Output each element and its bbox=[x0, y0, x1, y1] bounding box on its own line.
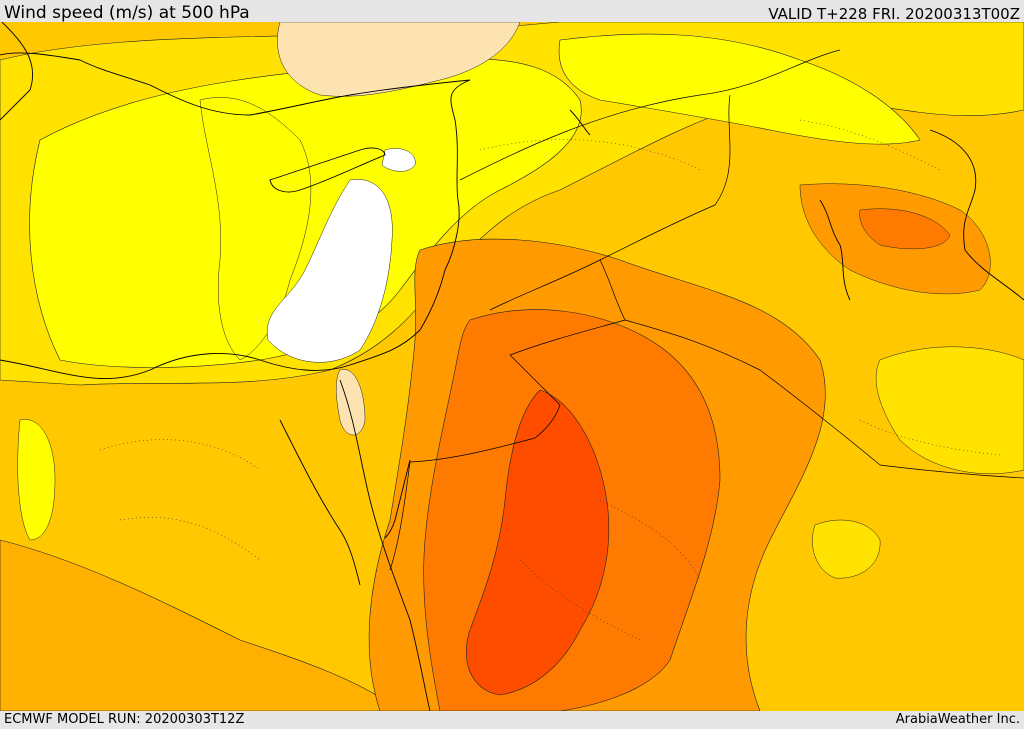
field-band-30-spot bbox=[812, 519, 881, 579]
field-band-55 bbox=[466, 389, 610, 696]
field-band-10-small bbox=[336, 369, 366, 436]
field-band-5-small bbox=[381, 148, 416, 172]
map-canvas bbox=[0, 22, 1024, 711]
field-band-50-east bbox=[859, 208, 951, 250]
field-band-30-east bbox=[875, 346, 1024, 474]
wind-speed-map bbox=[0, 22, 1024, 711]
map-header: Wind speed (m/s) at 500 hPa VALID T+228 … bbox=[0, 0, 1024, 23]
model-run: ECMWF MODEL RUN: 20200303T12Z bbox=[4, 712, 245, 727]
valid-time: VALID T+228 FRI. 20200313T00Z bbox=[768, 5, 1020, 23]
field-band-20-east bbox=[558, 33, 921, 145]
field-band-20-west bbox=[17, 419, 56, 541]
field-band-5 bbox=[266, 179, 393, 363]
map-footer: ECMWF MODEL RUN: 20200303T12Z ArabiaWeat… bbox=[0, 711, 1024, 729]
credit: ArabiaWeather Inc. bbox=[895, 712, 1020, 727]
coastlines bbox=[0, 22, 1024, 711]
country-borders bbox=[389, 49, 1024, 571]
field-band-40-sw bbox=[0, 539, 401, 711]
isotach-dotted bbox=[99, 119, 1001, 641]
field-band-10 bbox=[277, 22, 521, 97]
map-title: Wind speed (m/s) at 500 hPa bbox=[4, 3, 250, 23]
